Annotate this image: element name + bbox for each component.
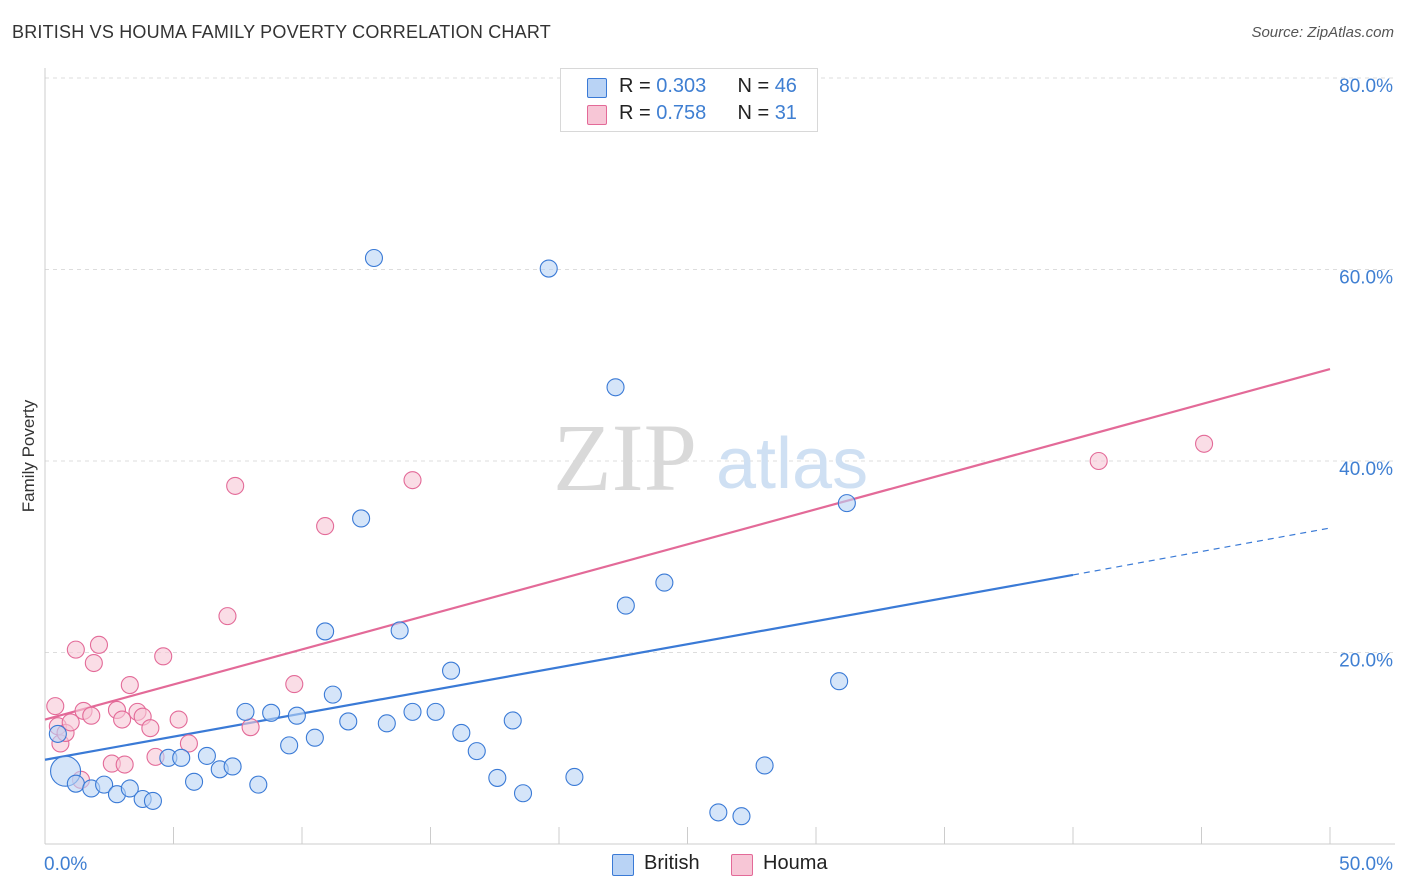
british-point	[565, 767, 584, 787]
houma-legend-label: Houma	[763, 852, 828, 874]
british-point	[66, 774, 85, 793]
british-point	[48, 724, 67, 743]
houma-point	[285, 675, 304, 694]
houma-point	[89, 635, 109, 654]
british-point	[539, 259, 558, 278]
british-point	[488, 768, 507, 787]
legend-n-value: 31	[774, 102, 797, 124]
houma-point	[154, 647, 173, 666]
houma-point	[218, 607, 237, 626]
houma-point	[61, 713, 80, 732]
houma-point	[141, 719, 160, 738]
british-swatch	[587, 78, 607, 98]
british-point	[452, 723, 471, 742]
houma-point	[82, 706, 101, 725]
british-point	[732, 807, 751, 826]
british-point	[185, 772, 204, 791]
houma-point	[179, 734, 198, 753]
british-point	[830, 672, 849, 691]
y-tick-label: 20.0%	[1339, 651, 1393, 672]
british-point	[172, 748, 191, 767]
y-tick-label: 40.0%	[1339, 459, 1393, 480]
stats-legend: R = 0.303 N = 46 R = 0.758 N = 31	[560, 68, 818, 132]
x-tick-label: 50.0%	[1339, 854, 1393, 875]
british-point	[223, 757, 242, 776]
houma-point	[84, 653, 103, 673]
british-point	[377, 714, 396, 733]
houma-point	[241, 718, 260, 737]
houma-point	[66, 640, 85, 659]
british-point	[339, 712, 358, 731]
legend-n-label: N =	[737, 102, 775, 124]
british-point	[287, 706, 306, 725]
british-point	[305, 728, 324, 747]
british-point	[262, 703, 281, 722]
british-point	[467, 742, 486, 761]
british-legend-swatch	[612, 854, 634, 876]
houma-point	[169, 710, 188, 729]
british-point	[390, 621, 409, 640]
watermark-zip: ZIP	[553, 404, 697, 511]
british-trend-line	[44, 573, 1074, 761]
legend-n-label: N =	[737, 75, 775, 97]
data-points	[46, 248, 1214, 826]
british-point	[236, 702, 255, 721]
series-legend: British Houma	[0, 852, 1406, 878]
british-point	[709, 803, 728, 822]
houma-point	[120, 676, 139, 695]
british-point	[364, 248, 384, 268]
legend-r-value: 0.303	[656, 75, 707, 97]
british-point	[280, 736, 299, 755]
houma-legend-swatch	[731, 854, 753, 876]
houma-trend-line	[44, 368, 1331, 721]
british-point	[316, 622, 335, 641]
british-point	[616, 596, 635, 615]
houma-point	[316, 517, 335, 536]
x-tick-label: 0.0%	[44, 854, 87, 875]
houma-swatch	[587, 105, 607, 125]
british-point	[120, 779, 139, 798]
legend-r-value: 0.758	[656, 102, 707, 124]
legend-r-label: R =	[619, 102, 657, 124]
british-point	[837, 494, 856, 513]
british-point	[249, 775, 268, 794]
watermark-atlas: atlas	[716, 424, 868, 504]
chart-title: BRITISH VS HOUMA FAMILY POVERTY CORRELAT…	[12, 22, 551, 42]
british-point	[442, 661, 461, 680]
source-label: Source: ZipAtlas.com	[1251, 24, 1394, 41]
axes	[44, 68, 1395, 845]
british-point	[503, 711, 522, 730]
british-legend-label: British	[644, 852, 700, 874]
houma-point	[115, 755, 134, 774]
british-point	[755, 756, 774, 775]
grid-lines	[45, 77, 1395, 653]
houma-point	[226, 476, 245, 495]
british-point	[426, 702, 445, 721]
trend-lines	[44, 368, 1331, 761]
houma-point	[403, 471, 422, 490]
houma-point	[1089, 451, 1108, 471]
houma-point	[113, 710, 132, 729]
british-point	[606, 378, 625, 397]
y-tick-label: 60.0%	[1339, 268, 1393, 289]
british-point	[95, 775, 114, 794]
houma-point	[1195, 434, 1214, 453]
legend-r-label: R =	[619, 75, 657, 97]
houma-point	[46, 697, 65, 716]
british-point	[655, 573, 674, 592]
british-point	[403, 702, 422, 721]
british-point	[323, 685, 342, 704]
tick-labels: 20.0% 40.0% 60.0% 80.0% 0.0% 50.0%	[44, 76, 1393, 875]
british-trend-extension	[1072, 527, 1331, 576]
british-point	[197, 746, 216, 765]
british-point	[513, 784, 533, 803]
legend-n-value: 46	[774, 75, 797, 97]
british-point	[352, 509, 371, 528]
british-point	[143, 791, 162, 810]
y-axis-label: Family Poverty	[19, 399, 38, 512]
y-tick-label: 80.0%	[1339, 76, 1393, 97]
